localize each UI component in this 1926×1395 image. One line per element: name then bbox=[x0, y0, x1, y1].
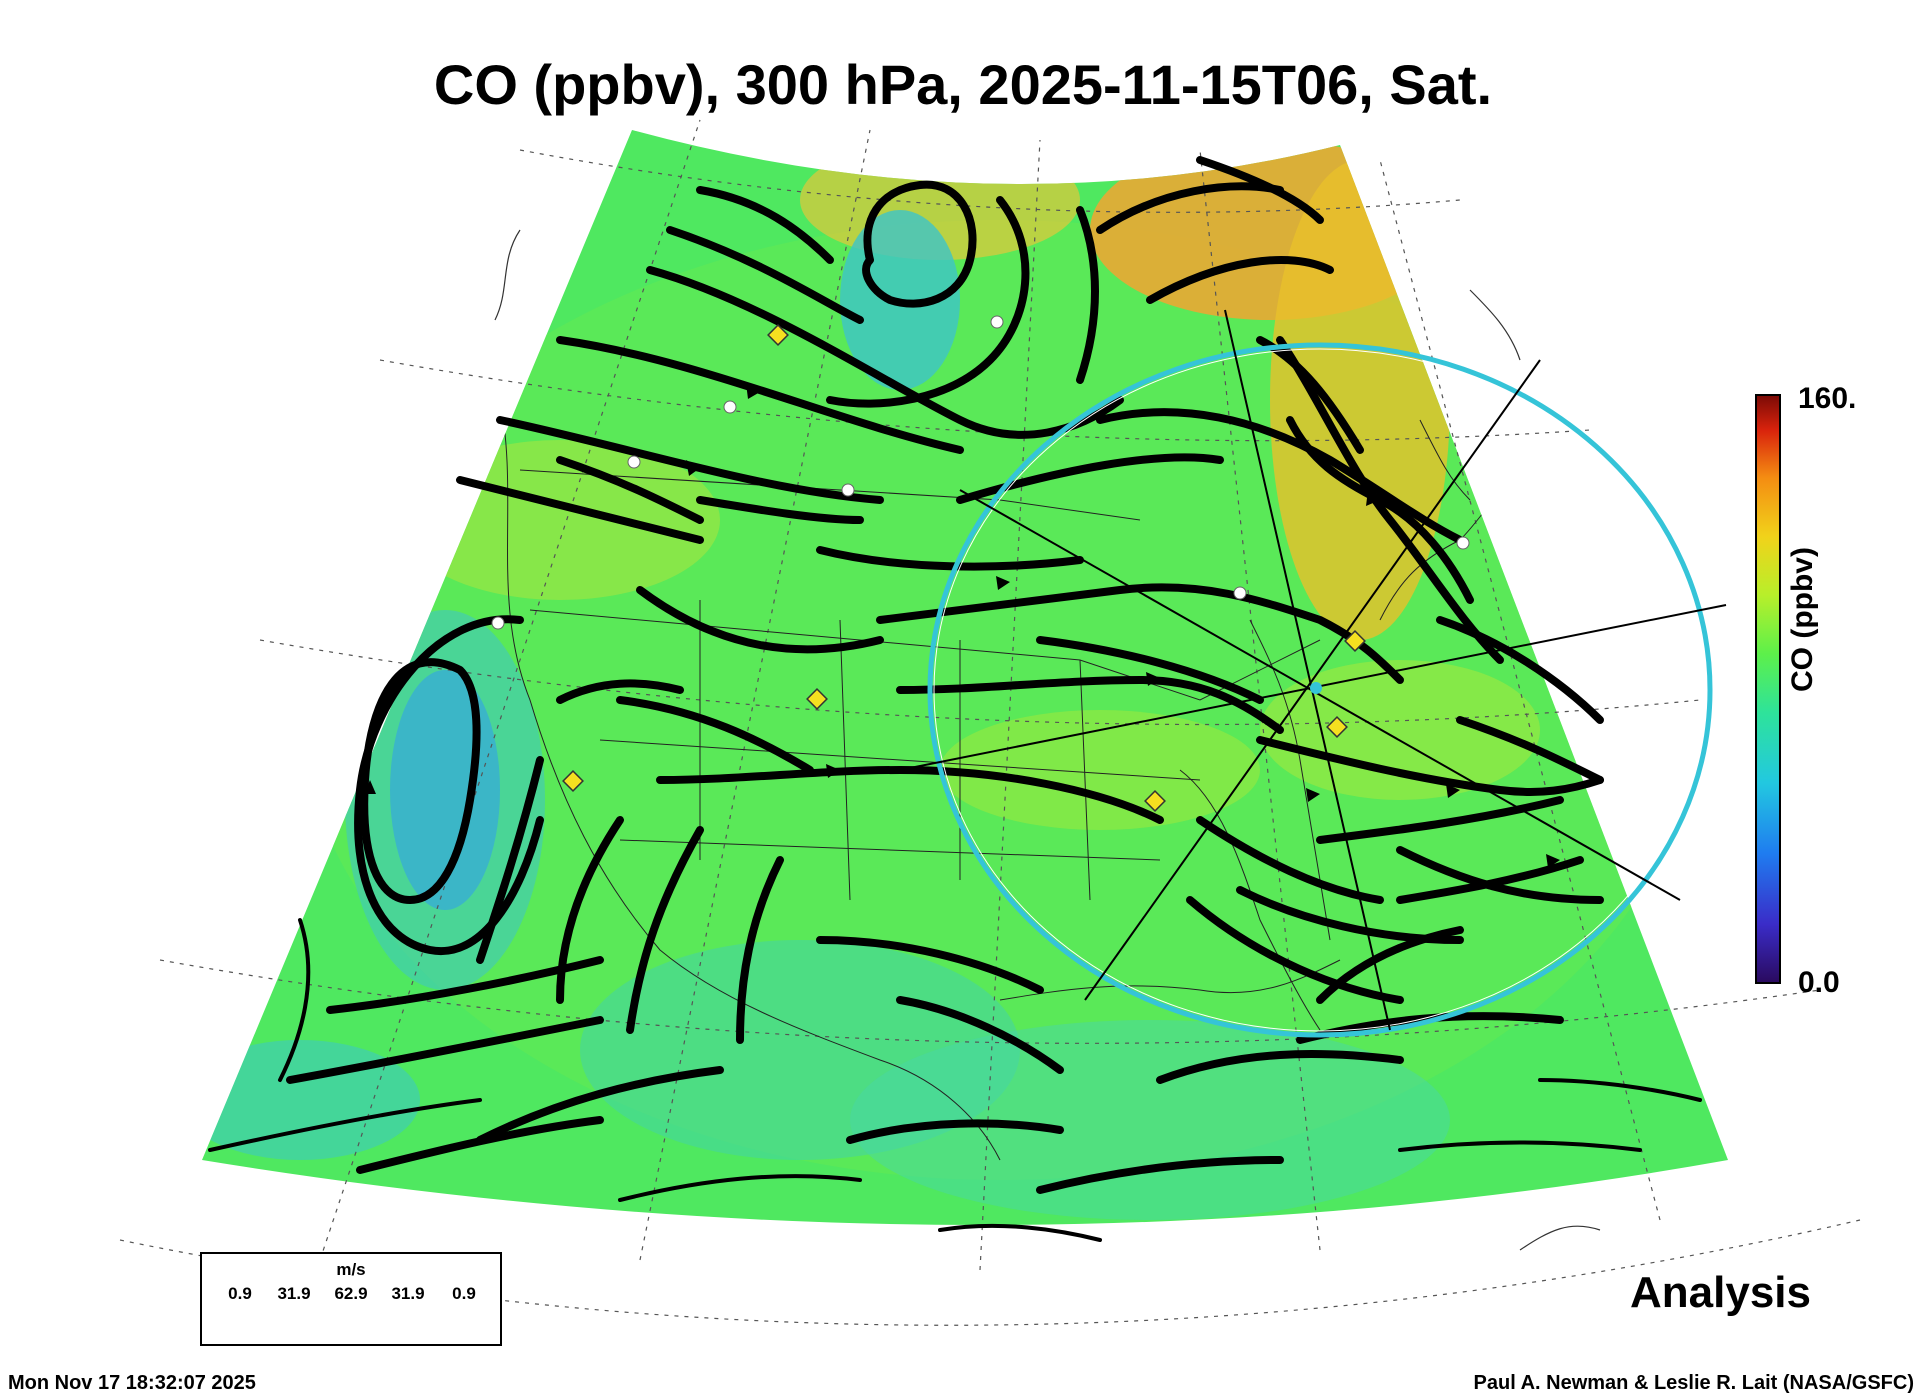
coast-outside bbox=[494, 229, 1601, 1251]
legend-tick: 0.9 bbox=[228, 1284, 252, 1303]
legend-tick: 31.9 bbox=[391, 1284, 425, 1303]
map-title: CO (ppbv), 300 hPa, 2025-11-15T06, Sat. bbox=[433, 53, 1493, 116]
legend-tick: 62.9 bbox=[334, 1284, 368, 1303]
streamlines bbox=[208, 156, 1702, 1242]
co-field bbox=[202, 130, 1728, 1225]
legend-unit: m/s bbox=[336, 1260, 366, 1279]
legend-tick: 31.9 bbox=[277, 1284, 311, 1303]
site-markers bbox=[562, 324, 1366, 812]
colorbar bbox=[1755, 394, 1781, 984]
colorbar-title: CO (ppbv) bbox=[1786, 547, 1819, 692]
render-timestamp: Mon Nov 17 18:32:07 2025 bbox=[8, 1372, 256, 1394]
boundaries bbox=[499, 399, 1521, 1161]
station-stars bbox=[491, 315, 1470, 630]
colorbar-max-label: 160. bbox=[1798, 382, 1857, 415]
product-label: Analysis bbox=[1630, 1268, 1811, 1317]
streamline-arrows bbox=[364, 383, 1560, 868]
wind-speed-legend: m/s 0.9 31.9 62.9 31.9 0.9 bbox=[200, 1252, 502, 1346]
flight-ring bbox=[927, 342, 1713, 1038]
colorbar-min-label: 0.0 bbox=[1798, 966, 1840, 999]
legend-tick: 0.9 bbox=[452, 1284, 476, 1303]
credit-line: Paul A. Newman & Leslie R. Lait (NASA/GS… bbox=[1473, 1372, 1914, 1394]
center-marker bbox=[1310, 682, 1322, 694]
